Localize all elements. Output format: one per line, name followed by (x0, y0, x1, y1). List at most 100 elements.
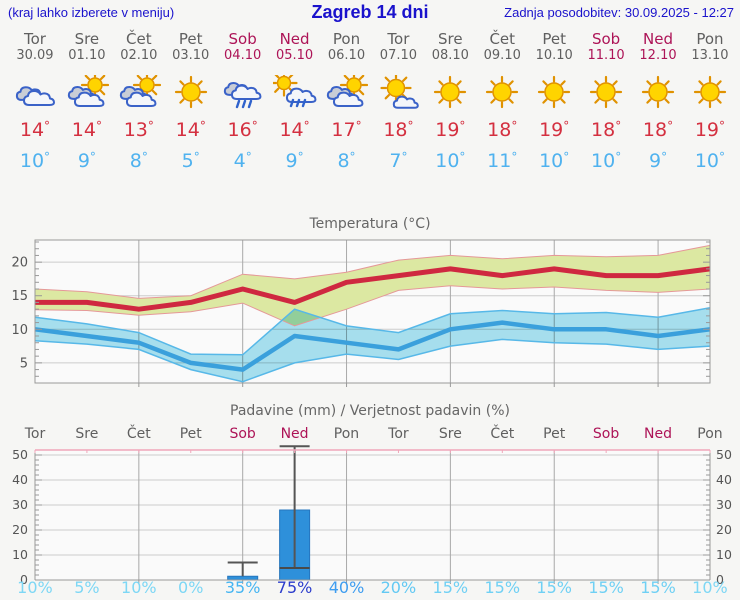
precip-probability: 15% (588, 578, 624, 597)
min-temp-line (34, 320, 711, 372)
precip-day-label: Pet (179, 426, 202, 442)
day-date: 13.10 (691, 48, 729, 63)
day-name: Sob (591, 30, 621, 48)
svg-text:20: 20 (12, 522, 28, 537)
day-name: Pon (332, 30, 361, 48)
svg-text:10: 10 (12, 547, 28, 562)
precip-day-label: Ned (644, 426, 673, 442)
forecast-day-column: Sre 01.10 14° 9° (61, 31, 113, 173)
forecast-day-column: Pet 03.10 14° 5° (165, 31, 217, 173)
day-date: 11.10 (587, 48, 625, 63)
forecast-day-column: Ned 12.10 18° 9° (632, 31, 684, 173)
precipitation-chart-title: Padavine (mm) / Verjetnost padavin (%) (230, 403, 510, 419)
forecast-day-column: Pet 10.10 19° 10° (528, 31, 580, 173)
low-temp: 8° (337, 150, 356, 172)
last-update-text: Zadnja posodobitev: 30.09.2025 - 12:27 (504, 5, 734, 20)
svg-text:40: 40 (12, 472, 28, 487)
day-name: Ned (279, 30, 310, 48)
day-name: Tor (387, 30, 410, 48)
high-temp: 14° (71, 119, 102, 141)
precip-probability: 15% (484, 578, 521, 597)
precip-day-label: Pon (333, 426, 360, 442)
precip-probability: 15% (432, 578, 469, 597)
precip-probability: 40% (328, 578, 365, 597)
high-temp: 18° (383, 119, 414, 141)
svg-text:40: 40 (716, 472, 732, 487)
day-date: 30.09 (16, 48, 54, 63)
low-temp: 10° (591, 150, 622, 172)
day-name: Pet (542, 30, 566, 48)
max-temp-line (35, 266, 711, 312)
low-temp: 4° (233, 150, 252, 172)
temperature-chart-title: Temperatura (°C) (309, 216, 431, 232)
day-name: Pon (696, 30, 724, 48)
forecast-day-column: Čet 09.10 18° 11° (476, 31, 528, 173)
svg-text:0: 0 (716, 572, 724, 585)
precip-probability: 10% (17, 578, 53, 597)
svg-text:30: 30 (716, 497, 732, 512)
day-date: 10.10 (535, 48, 573, 63)
precip-day-label: Pet (543, 426, 566, 442)
day-name: Pet (178, 30, 203, 48)
day-date: 12.10 (639, 48, 677, 63)
precip-day-label: Tor (388, 426, 409, 442)
sunny-icon (684, 75, 736, 111)
forecast-day-column: Pon 13.10 19° 10° (684, 31, 736, 173)
day-name: Čet (126, 30, 152, 48)
menu-hint-text: (kraj lahko izberete v meniju) (8, 5, 175, 20)
svg-text:10: 10 (11, 323, 28, 338)
day-name: Ned (643, 30, 674, 48)
low-temp: 8° (129, 150, 148, 172)
day-date: 03.10 (172, 48, 210, 63)
precip-probability: 0% (178, 578, 204, 597)
precip-day-label: Pon (697, 426, 723, 442)
sunny-icon (424, 75, 476, 111)
low-temp: 9° (648, 150, 668, 172)
high-temp: 18° (642, 119, 674, 141)
day-name: Čet (489, 30, 516, 48)
rain-icon (217, 75, 269, 111)
precip-day-label: Čet (126, 426, 151, 442)
svg-text:50: 50 (716, 447, 732, 462)
svg-text:20: 20 (716, 522, 732, 537)
precip-probability: 10% (121, 578, 157, 597)
forecast-day-column: Sob 04.10 16° 4° (217, 31, 269, 173)
precip-probability: 10% (692, 578, 728, 597)
svg-text:50: 50 (12, 447, 28, 462)
day-name: Tor (23, 30, 46, 48)
precip-day-label: Ned (280, 426, 309, 442)
precip-day-label: Sre (75, 426, 99, 442)
day-date: 07.10 (379, 48, 418, 63)
sunny-icon (476, 75, 528, 111)
forecast-day-column: Sre 08.10 19° 10° (424, 31, 476, 173)
low-temp: 7° (389, 150, 408, 172)
low-temp: 11° (487, 150, 518, 172)
precipitation-probability-row: 10% 5% 10% 0% 35% 75% 40% 20% 15% 15% 15% 15% 15% 10% (9, 578, 736, 597)
high-temp: 19° (694, 119, 726, 141)
high-temp: 17° (331, 119, 362, 141)
sunny-icon (580, 75, 632, 111)
precip-day-label: Tor (24, 426, 46, 442)
precip-day-label: Sob (229, 426, 256, 442)
svg-text:5: 5 (20, 356, 28, 371)
precip-day-label: Sre (438, 426, 462, 442)
day-name: Sre (438, 30, 463, 48)
forecast-day-column: Sob 11.10 18° 10° (580, 31, 632, 173)
high-temp: 18° (591, 119, 622, 141)
day-date: 05.10 (275, 48, 314, 63)
high-temp: 16° (227, 119, 258, 141)
sunny-icon (632, 75, 684, 111)
high-temp: 14° (175, 119, 206, 141)
precipitation-chart: 0 0 10 10 20 20 30 30 40 40 50 50 (12, 445, 732, 585)
day-date: 06.10 (327, 48, 366, 63)
precip-day-label: Čet (490, 426, 515, 442)
svg-text:0: 0 (20, 572, 28, 585)
precip-probability: 20% (380, 578, 417, 597)
partly-sunny-icon (61, 75, 113, 111)
high-temp: 19° (539, 119, 570, 141)
high-temp: 14° (279, 119, 310, 141)
precip-probability: 35% (224, 578, 261, 597)
cloudy-icon (9, 75, 61, 111)
day-date: 04.10 (224, 48, 262, 63)
